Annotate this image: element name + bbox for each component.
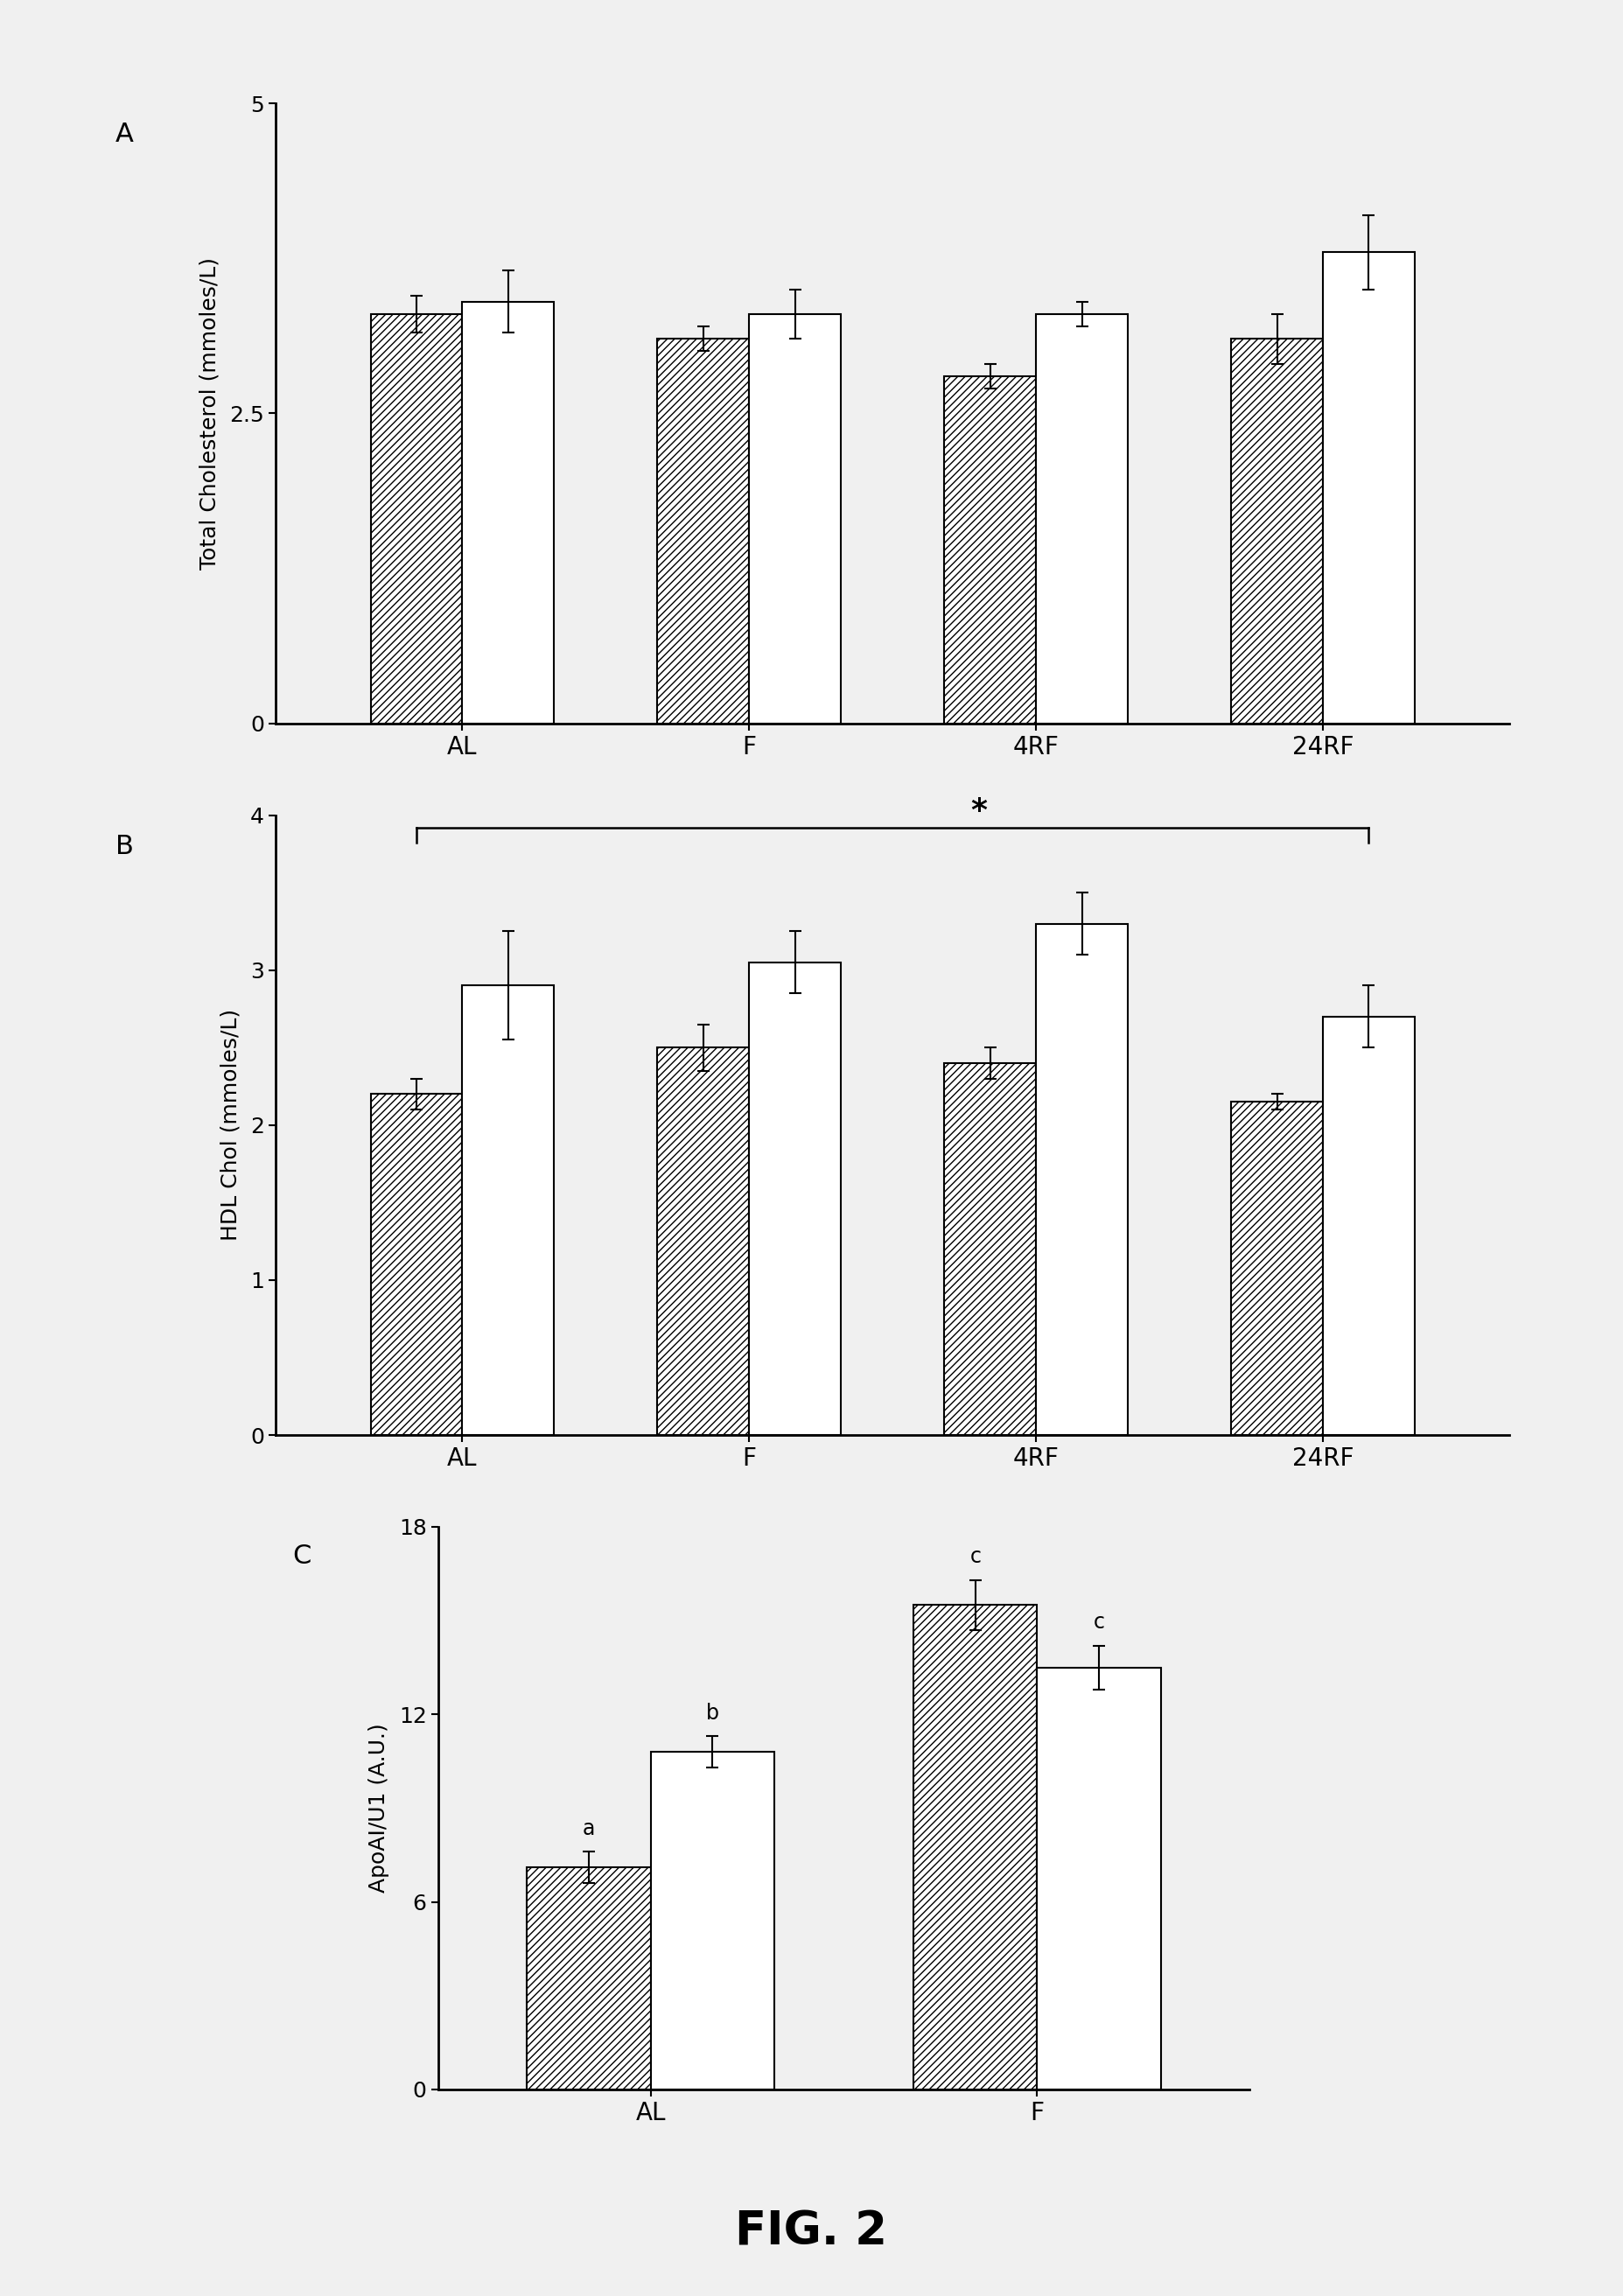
Bar <box>914 1605 1037 2089</box>
Y-axis label: Total Cholesterol (mmoles/L): Total Cholesterol (mmoles/L) <box>200 257 219 569</box>
Text: c: c <box>969 1548 980 1568</box>
Bar <box>750 315 841 723</box>
Bar <box>657 340 750 723</box>
Text: a: a <box>583 1818 596 1839</box>
Text: C: C <box>292 1543 312 1568</box>
Text: B: B <box>115 833 133 859</box>
Bar <box>1035 923 1128 1435</box>
Text: b: b <box>706 1704 719 1724</box>
Bar <box>1037 1667 1160 2089</box>
Bar <box>463 301 553 723</box>
Bar <box>945 377 1035 723</box>
Bar <box>1323 1017 1415 1435</box>
Bar <box>1323 253 1415 723</box>
Bar <box>370 315 463 723</box>
Text: FIG. 2: FIG. 2 <box>735 2209 888 2255</box>
Text: *: * <box>971 797 987 827</box>
Bar <box>1232 340 1323 723</box>
Text: A: A <box>115 122 133 147</box>
Y-axis label: ApoAI/U1 (A.U.): ApoAI/U1 (A.U.) <box>368 1724 390 1892</box>
Bar <box>527 1867 651 2089</box>
Bar <box>651 1752 774 2089</box>
Bar <box>657 1047 750 1435</box>
Bar <box>945 1063 1035 1435</box>
Y-axis label: HDL Chol (mmoles/L): HDL Chol (mmoles/L) <box>219 1008 240 1242</box>
Bar <box>1232 1102 1323 1435</box>
Bar <box>370 1095 463 1435</box>
Bar <box>463 985 553 1435</box>
Bar <box>750 962 841 1435</box>
Bar <box>1035 315 1128 723</box>
Text: c: c <box>1094 1612 1105 1632</box>
